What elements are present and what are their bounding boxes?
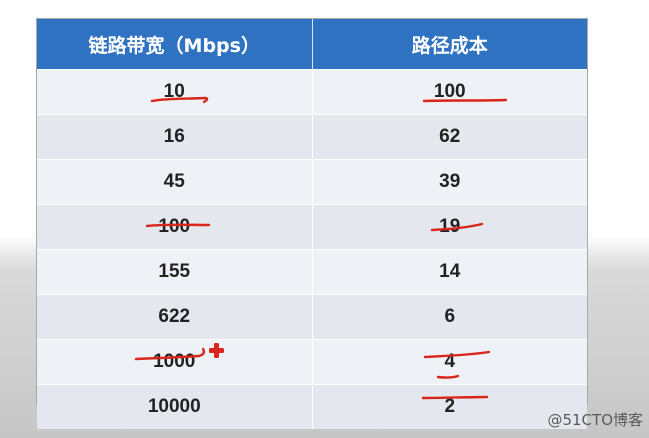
cost-cell: 2: [312, 384, 587, 429]
cost-value: 62: [439, 126, 461, 147]
table-row: 155 14: [37, 249, 587, 295]
cost-cell: 14: [312, 249, 587, 295]
header-row: 链路带宽（Mbps） 路径成本: [37, 19, 587, 70]
bandwidth-value: 16: [163, 126, 185, 147]
table: 链路带宽（Mbps） 路径成本 10 100 16 62 45 39: [37, 19, 587, 429]
bandwidth-cell: 10000: [37, 384, 313, 429]
bandwidth-cell: 10: [37, 69, 313, 115]
table-row: 10 100: [37, 69, 587, 115]
table-row: 100 19: [37, 204, 587, 250]
watermark-text: @51CTO博客: [547, 411, 643, 429]
cost-cell: 4: [312, 339, 587, 385]
bandwidth-value: 1000: [153, 351, 196, 372]
bandwidth-cell: 100: [37, 204, 313, 250]
bandwidth-cell: 1000: [37, 339, 313, 385]
cost-value: 2: [444, 396, 456, 417]
cost-value: 4: [444, 351, 456, 372]
bandwidth-value: 155: [158, 261, 191, 282]
cost-value: 14: [439, 261, 461, 282]
cost-value: 39: [439, 171, 461, 192]
table-row: 45 39: [37, 159, 587, 205]
header-path-cost: 路径成本: [312, 19, 587, 70]
bandwidth-cell: 45: [37, 159, 313, 205]
header-bandwidth: 链路带宽（Mbps）: [37, 19, 313, 70]
bandwidth-cost-table: 链路带宽（Mbps） 路径成本 10 100 16 62 45 39: [36, 18, 588, 429]
cost-value: 19: [439, 216, 461, 237]
bandwidth-value: 45: [163, 171, 185, 192]
cost-cell: 100: [312, 69, 587, 115]
cost-cell: 62: [312, 114, 587, 160]
cost-value: 6: [444, 306, 456, 327]
table-body: 10 100 16 62 45 39 100 19 155 14: [37, 69, 587, 429]
cost-cell: 19: [312, 204, 587, 250]
table-row: 16 62: [37, 114, 587, 160]
bandwidth-value: 100: [158, 216, 191, 237]
table-row: 10000 2: [37, 384, 587, 429]
cost-cell: 39: [312, 159, 587, 205]
cost-cell: 6: [312, 294, 587, 340]
table-row: 1000 4: [37, 339, 587, 385]
bandwidth-value: 622: [158, 306, 191, 327]
table-row: 622 6: [37, 294, 587, 340]
bandwidth-cell: 622: [37, 294, 313, 340]
table-header: 链路带宽（Mbps） 路径成本: [37, 19, 587, 70]
bandwidth-value: 10: [163, 81, 185, 102]
bandwidth-value: 10000: [147, 396, 201, 417]
cost-value: 100: [433, 81, 466, 102]
bandwidth-cell: 155: [37, 249, 313, 295]
bandwidth-cell: 16: [37, 114, 313, 160]
